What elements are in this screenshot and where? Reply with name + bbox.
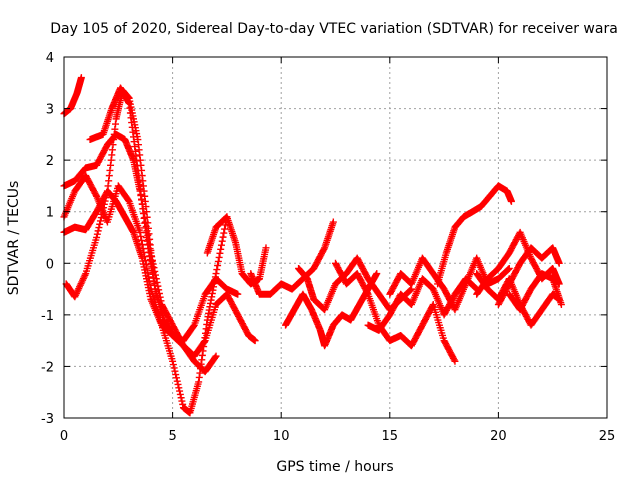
- data-series-6: [86, 84, 159, 293]
- x-tick-label: 25: [599, 429, 616, 444]
- ticks-layer: 0 5 10 15 20 25 -3 -2 -1 0 1 2 3 4: [41, 51, 615, 444]
- y-tick-label: 2: [46, 154, 54, 169]
- data-series-17: [473, 270, 563, 329]
- x-tick-label: 5: [168, 429, 176, 444]
- x-tick-label: 20: [490, 429, 507, 444]
- data-series-8: [247, 218, 337, 298]
- y-tick-label: -1: [41, 309, 54, 324]
- y-tick-label: -2: [41, 360, 54, 375]
- y-tick-label: 4: [46, 51, 54, 66]
- data-series-18: [505, 270, 565, 314]
- x-tick-label: 10: [273, 429, 290, 444]
- data-points: [247, 218, 337, 298]
- y-tick-label: 1: [46, 206, 54, 221]
- data-points: [434, 182, 515, 288]
- y-tick-label: -3: [41, 412, 54, 427]
- data-points: [332, 259, 459, 365]
- data-points: [505, 270, 565, 314]
- x-tick-label: 15: [382, 429, 399, 444]
- data-series-16: [494, 244, 563, 309]
- x-axis-label: GPS time / hours: [276, 459, 393, 475]
- y-axis-label: SDTVAR / TECUs: [6, 181, 22, 296]
- y-tick-label: 0: [46, 257, 54, 272]
- data-series-13: [386, 254, 513, 314]
- data-points: [473, 270, 563, 329]
- plot-frame: [63, 56, 608, 419]
- chart-title: Day 105 of 2020, Sidereal Day-to-day VTE…: [50, 21, 618, 37]
- data-points: [386, 254, 513, 314]
- y-tick-label: 3: [46, 103, 54, 118]
- data-points: [494, 244, 563, 309]
- data-series-14: [434, 182, 515, 288]
- x-tick-label: 0: [60, 429, 68, 444]
- data-layer: [60, 74, 565, 417]
- data-points: [86, 84, 159, 293]
- grid-layer: [64, 57, 607, 418]
- data-series-11: [332, 259, 459, 365]
